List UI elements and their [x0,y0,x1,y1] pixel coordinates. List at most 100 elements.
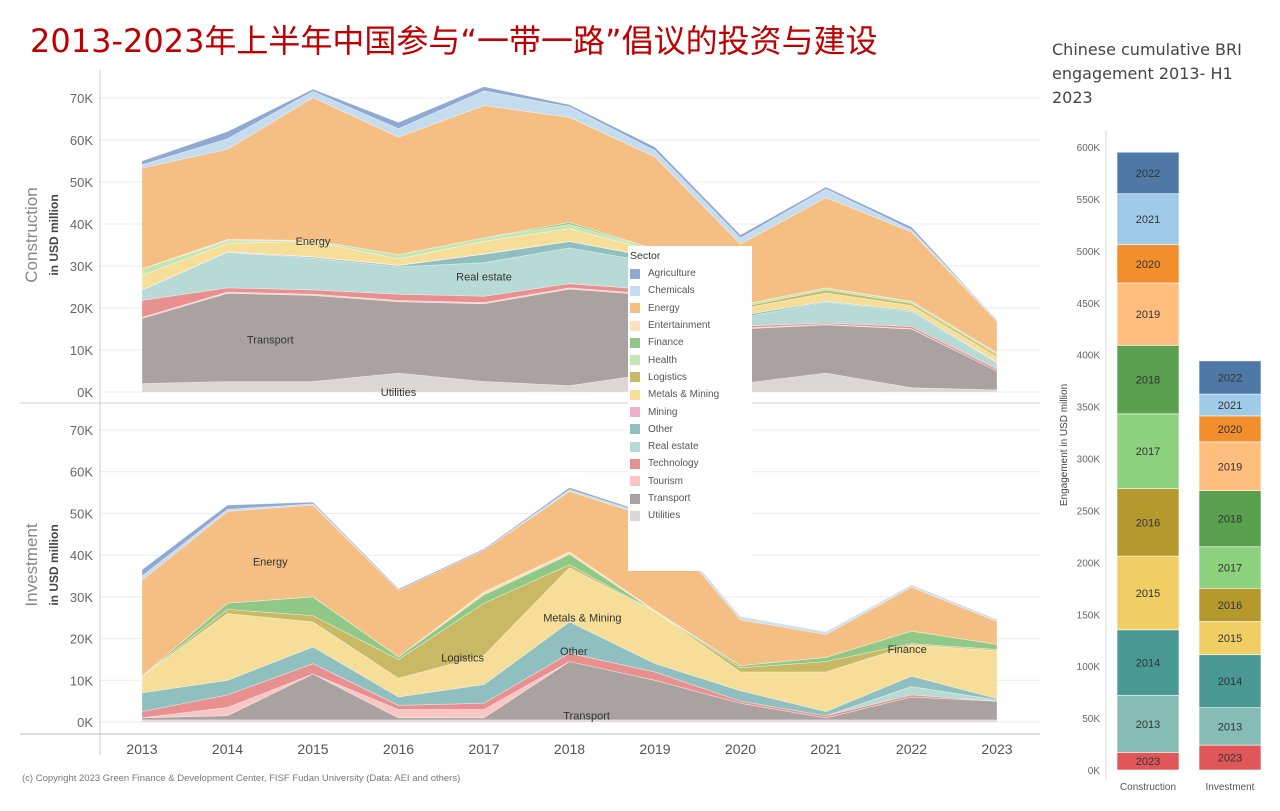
x-tick-label: 2020 [725,741,756,757]
legend-item-finance: Finance [630,334,752,351]
bar-segment-label: 2019 [1218,461,1242,473]
legend-item-transport: Transport [630,490,752,507]
stack-category-label: Construction [1120,782,1176,793]
investment-ytick-label: 50K [70,506,93,521]
bar-segment-label: 2018 [1136,375,1160,387]
construction-area-agriculture [141,86,998,320]
stack-ytick-label: 100K [1077,662,1101,673]
x-tick-label: 2014 [212,741,243,757]
legend-item-logistics: Logistics [630,369,752,386]
legend-label: Chemicals [648,285,695,297]
stack-ytick-label: 300K [1077,455,1101,466]
legend-label: Technology [648,458,699,470]
construction-ylabel-sub: in USD million [47,194,61,275]
legend-label: Agriculture [648,268,696,280]
legend-swatch [630,441,640,452]
legend-label: Other [648,423,674,435]
legend-label: Health [648,354,677,366]
legend-label: Entertainment [648,320,711,332]
x-tick-label: 2016 [383,741,414,757]
construction-ytick-label: 20K [70,301,93,316]
construction-ytick-label: 0K [77,385,93,400]
legend-swatch [630,372,640,383]
construction-ytick-label: 40K [70,217,93,232]
bar-segment-label: 2022 [1136,168,1160,180]
stack-ytick-label: 450K [1077,299,1101,310]
stacked-bar-title: Chinese cumulative BRI engagement 2013- … [1052,40,1242,107]
construction-panel: 0K 10K 20K 30K 40K 50K 60K 70K Construction in US… [22,86,1040,400]
x-tick-label: 2021 [810,741,841,757]
stack-ytick-label: 0K [1088,766,1101,777]
bar-segment-label: 2020 [1218,424,1242,436]
investment-ytick-label: 30K [70,590,93,605]
legend-label: Logistics [648,371,687,383]
bar-segment-construction-2015 [1116,555,1180,631]
legend-swatch [630,355,640,366]
bar-segment-label: 2014 [1218,676,1242,688]
construction-annotation-transport: Transport [247,335,294,347]
construction-ytick-label: 60K [70,133,93,148]
bar-segment-investment-2022 [1198,360,1262,395]
investment-ylabel: Investment [22,523,41,606]
legend-item-mining: Mining [630,403,752,420]
area-charts: 0K 10K 20K 30K 40K 50K 60K 70K Construction in US… [20,70,1040,757]
bar-segment-label: 2023 [1218,753,1242,765]
legend-item-energy: Energy [630,300,752,317]
x-tick-label: 2018 [554,741,585,757]
bar-segment-label: 2021 [1136,214,1160,226]
stack-ylabel: Engagement in USD million [1059,384,1070,506]
legend-swatch [630,510,640,521]
legend-item-chemicals: Chemicals [630,282,752,299]
slide-title: 2013-2023年上半年中国参与“一带一路”倡议的投资与建设 [30,22,878,60]
bar-segment-investment-2023 [1198,744,1262,771]
legend-label: Energy [648,302,680,314]
x-tick-label: 2015 [297,741,328,757]
legend-label: Utilities [648,510,681,522]
construction-ytick-label: 70K [70,91,93,106]
sector-legend: Sector Agriculture Chemicals Energy Enterta… [628,246,752,571]
bar-segment-investment-2015 [1198,621,1262,656]
bar-segment-investment-2020 [1198,415,1262,443]
bar-segment-investment-2019 [1198,441,1262,491]
legend-item-agriculture: Agriculture [630,265,752,282]
x-tick-label: 2019 [639,741,670,757]
stack-ytick-label: 150K [1077,610,1101,621]
legend-swatch [630,303,640,314]
bar-segment-label: 2023 [1136,756,1160,768]
construction-ytick-label: 10K [70,343,93,358]
bar-segment-investment-2016 [1198,587,1262,622]
construction-annotation-real-estate: Real estate [456,272,512,284]
bar-segment-investment-2018 [1198,490,1262,548]
bar-segment-construction-2019 [1116,282,1180,346]
investment-annotation-metals-mining: Metals & Mining [543,613,621,625]
stack-category-label: Investment [1206,782,1255,793]
construction-ytick-label: 50K [70,175,93,190]
legend-swatch [630,320,640,331]
bar-segment-investment-2013 [1198,707,1262,746]
bar-segment-label: 2016 [1218,600,1242,612]
bar-segment-construction-2017 [1116,413,1180,489]
legend-item-metals-mining: Metals & Mining [630,386,752,403]
legend-swatch [630,476,640,487]
investment-ytick-label: 60K [70,465,93,480]
legend-label: Transport [648,493,691,504]
investment-ytick-label: 10K [70,673,93,688]
legend-item-tourism: Tourism [630,473,752,490]
bar-segment-construction-2023 [1116,752,1180,771]
x-tick-label: 2023 [981,741,1012,757]
bar-segment-label: 2019 [1136,309,1160,321]
legend-swatch [630,424,640,435]
bar-segment-label: 2016 [1136,517,1160,529]
legend-title: Sector [630,250,661,262]
bar-segment-label: 2022 [1218,373,1242,385]
bar-segment-label: 2015 [1136,588,1160,600]
bar-segment-label: 2021 [1218,400,1242,412]
investment-ytick-label: 0K [77,715,93,730]
investment-ytick-label: 70K [70,423,93,438]
bar-segment-construction-2020 [1116,244,1180,284]
legend-swatch [630,458,640,469]
legend-swatch [630,407,640,418]
investment-annotation-energy: Energy [253,556,288,568]
x-tick-label: 2017 [468,741,499,757]
legend-item-entertainment: Entertainment [630,317,752,334]
